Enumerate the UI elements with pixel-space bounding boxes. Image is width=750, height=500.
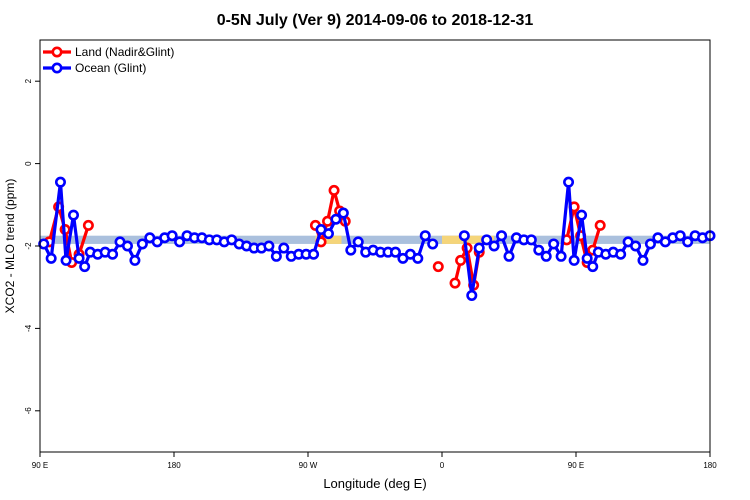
x-tick-label-4: 90 E — [568, 461, 584, 470]
band-0 — [40, 235, 710, 244]
point-ocean-1-11 — [540, 250, 552, 262]
x-tick-label-3: 0 — [440, 461, 445, 470]
point-ocean-1-6 — [503, 250, 515, 262]
legend-marker-ocean — [51, 62, 63, 74]
point-ocean-1-2 — [473, 242, 485, 254]
point-ocean-0-4 — [68, 209, 80, 221]
y-tick-label-1: 0 — [24, 161, 33, 166]
point-ocean-0-42 — [345, 244, 357, 256]
point-ocean-0-51 — [412, 252, 424, 264]
x-tick-label-2: 90 W — [299, 461, 318, 470]
point-ocean-0-48 — [389, 246, 401, 258]
band-1 — [315, 235, 342, 244]
series-ocean — [38, 176, 716, 301]
point-land-4-5 — [594, 219, 606, 231]
point-ocean-0-53 — [427, 238, 439, 250]
point-ocean-1-3 — [481, 234, 493, 246]
legend: Land (Nadir&Glint) Ocean (Glint) — [43, 45, 174, 75]
x-axis-label: Longitude (deg E) — [323, 476, 426, 491]
x-tick-label-1: 180 — [167, 461, 181, 470]
point-ocean-0-1 — [45, 252, 57, 264]
point-land-2-0 — [432, 261, 444, 273]
y-tick-label-3: -4 — [24, 324, 33, 332]
point-ocean-0-18 — [166, 230, 178, 242]
point-ocean-0-6 — [79, 261, 91, 273]
point-land-3-0 — [449, 277, 461, 289]
point-ocean-1-25 — [637, 254, 649, 266]
chart-title: 0-5N July (Ver 9) 2014-09-06 to 2018-12-… — [217, 12, 534, 29]
point-ocean-1-13 — [555, 250, 567, 262]
point-ocean-1-0 — [458, 230, 470, 242]
point-ocean-0-43 — [352, 236, 364, 248]
point-land-1-2 — [322, 215, 334, 227]
point-ocean-1-31 — [682, 236, 694, 248]
point-ocean-0-33 — [278, 242, 290, 254]
point-ocean-1-30 — [674, 230, 686, 242]
point-ocean-1-26 — [644, 238, 656, 250]
y-axis-label: XCO2 - MLO trend (ppm) — [3, 179, 17, 314]
point-ocean-1-12 — [548, 238, 560, 250]
point-ocean-1-1 — [466, 289, 478, 301]
legend-item-ocean: Ocean (Glint) — [43, 61, 146, 75]
series-layer — [38, 176, 716, 301]
band-layer — [40, 235, 710, 244]
band-2 — [442, 235, 495, 244]
point-ocean-1-16 — [576, 209, 588, 221]
point-ocean-0-13 — [129, 254, 141, 266]
y-tick-label-0: 2 — [24, 78, 33, 83]
point-ocean-1-4 — [488, 240, 500, 252]
point-ocean-0-2 — [54, 176, 66, 188]
point-land-1-3 — [328, 184, 340, 196]
legend-label-land: Land (Nadir&Glint) — [75, 45, 174, 59]
point-ocean-1-10 — [533, 244, 545, 256]
point-ocean-0-10 — [107, 248, 119, 260]
point-ocean-0-52 — [419, 230, 431, 242]
point-ocean-0-12 — [121, 240, 133, 252]
point-ocean-0-39 — [322, 228, 334, 240]
legend-label-ocean: Ocean (Glint) — [75, 61, 146, 75]
point-ocean-1-22 — [615, 248, 627, 260]
legend-marker-land — [51, 46, 63, 58]
point-ocean-1-24 — [630, 240, 642, 252]
point-land-3-1 — [455, 254, 467, 266]
y-tick-label-4: -6 — [24, 407, 33, 415]
point-ocean-0-3 — [60, 254, 72, 266]
point-ocean-0-14 — [136, 238, 148, 250]
axis-layer: 90 E 180 90 W 0 90 E 180 2 0 -2 -4 -6 — [24, 78, 717, 470]
point-ocean-0-37 — [308, 248, 320, 260]
point-ocean-0-31 — [263, 240, 275, 252]
x-tick-label-5: 180 — [703, 461, 717, 470]
point-ocean-0-41 — [337, 207, 349, 219]
point-ocean-1-14 — [563, 176, 575, 188]
point-ocean-1-15 — [568, 254, 580, 266]
point-ocean-0-0 — [38, 238, 50, 250]
y-tick-label-2: -2 — [24, 242, 33, 250]
point-ocean-0-5 — [73, 252, 85, 264]
point-ocean-1-5 — [496, 230, 508, 242]
point-ocean-1-9 — [525, 234, 537, 246]
point-land-0-5 — [82, 219, 94, 231]
legend-item-land: Land (Nadir&Glint) — [43, 45, 174, 59]
point-ocean-1-18 — [587, 261, 599, 273]
point-ocean-0-40 — [330, 213, 342, 225]
point-ocean-0-19 — [174, 236, 186, 248]
point-ocean-1-17 — [581, 252, 593, 264]
point-ocean-0-32 — [270, 250, 282, 262]
x-tick-label-0: 90 E — [32, 461, 48, 470]
